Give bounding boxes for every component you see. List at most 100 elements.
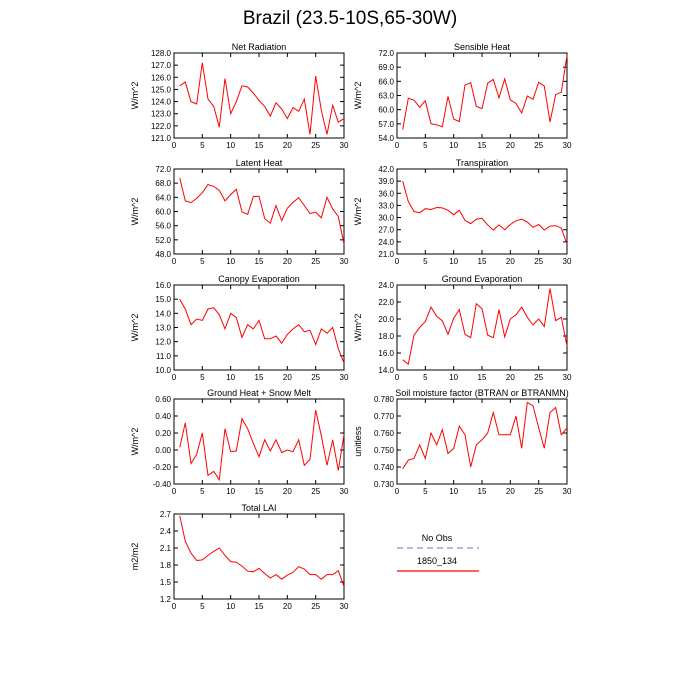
panel-6-ytick-label-5: 24.0 xyxy=(378,281,394,290)
panel-2-xtick-label-4: 20 xyxy=(506,141,515,150)
figure-title: Brazil (23.5-10S,65-30W) xyxy=(242,8,458,29)
panel-4-ytick-label-6: 39.0 xyxy=(378,177,394,186)
panel-6-frame xyxy=(396,284,568,371)
panel-1-xtick-label-1: 5 xyxy=(200,141,205,150)
panel-2-ytick-label-2: 60.0 xyxy=(378,106,394,115)
panel-7-xtick-label-3: 15 xyxy=(255,487,264,496)
panel-7-xtick-label-2: 10 xyxy=(226,487,235,496)
panel-2-xtick-label-2: 10 xyxy=(449,141,458,150)
panel-8-ytick-label-5: 0.780 xyxy=(374,395,395,404)
panel-6-ytick-label-4: 22.0 xyxy=(378,298,394,307)
panel-2-xtick-label-3: 15 xyxy=(478,141,487,150)
panel-6-ylabel: W/m^2 xyxy=(353,314,363,342)
panel-5-ytick-label-6: 16.0 xyxy=(155,281,171,290)
panel-8-ytick-label-3: 0.760 xyxy=(374,429,395,438)
panel-3-xtick-label-0: 0 xyxy=(172,257,177,266)
panel-7-ytick-label-2: 0.00 xyxy=(155,446,171,455)
panel-2-series-line-0 xyxy=(402,55,568,130)
panel-6-ytick-label-3: 20.0 xyxy=(378,315,394,324)
panel-4-ytick-label-4: 33.0 xyxy=(378,201,394,210)
panel-5-xtick-label-0: 0 xyxy=(172,373,177,382)
panel-2-xtick-label-0: 0 xyxy=(395,141,400,150)
panel-7-ytick-label-5: 0.60 xyxy=(155,395,171,404)
panel-2-xtick-label-6: 30 xyxy=(563,141,572,150)
panel-8-xtick-label-1: 5 xyxy=(423,487,428,496)
panel-1-ytick-label-7: 128.0 xyxy=(151,49,172,58)
panel-3-xtick-label-2: 10 xyxy=(226,257,235,266)
panel-5-xtick-label-6: 30 xyxy=(340,373,349,382)
panel-1-xtick-label-6: 30 xyxy=(340,141,349,150)
panel-5-xtick-label-1: 5 xyxy=(200,373,205,382)
panel-4-ytick-label-1: 24.0 xyxy=(378,238,394,247)
panel-4-series-line-0 xyxy=(402,180,568,245)
panel-2-ytick-label-0: 54.0 xyxy=(378,134,394,143)
panel-4-xtick-label-1: 5 xyxy=(423,257,428,266)
panel-9-xtick-label-1: 5 xyxy=(200,602,205,611)
panel-3-xtick-label-4: 20 xyxy=(283,257,292,266)
panel-4-xtick-label-6: 30 xyxy=(563,257,572,266)
panel-7-ylabel: W/m^2 xyxy=(130,428,140,456)
panel-7-ytick-label-4: 0.40 xyxy=(155,412,171,421)
legend-label-1: No Obs xyxy=(422,533,453,543)
panel-4-xtick-label-0: 0 xyxy=(395,257,400,266)
panel-7-xtick-label-5: 25 xyxy=(311,487,320,496)
panel-1-ytick-label-2: 123.0 xyxy=(151,110,172,119)
panel-9-ytick-label-2: 1.8 xyxy=(160,561,172,570)
panel-6-xtick-label-1: 5 xyxy=(423,373,428,382)
panel-1-series-line-0 xyxy=(179,62,345,135)
panel-5-series-line-0 xyxy=(179,298,345,364)
panel-8-xtick-label-3: 15 xyxy=(478,487,487,496)
panel-6-xtick-label-2: 10 xyxy=(449,373,458,382)
panel-7-ytick-label-3: 0.20 xyxy=(155,429,171,438)
panel-3-xtick-label-5: 25 xyxy=(311,257,320,266)
panel-4-xtick-label-4: 20 xyxy=(506,257,515,266)
panel-7-xtick-label-6: 30 xyxy=(340,487,349,496)
panel-9-ytick-label-3: 2.1 xyxy=(160,544,172,553)
panel-9-ytick-label-4: 2.4 xyxy=(160,527,172,536)
panel-9-title: Total LAI xyxy=(241,503,276,513)
panel-3-ytick-label-3: 60.0 xyxy=(155,208,171,217)
panel-8-title: Soil moisture factor (BTRAN or BTRANMN) xyxy=(395,388,569,398)
panel-1-xtick-label-4: 20 xyxy=(283,141,292,150)
panel-2-ytick-label-4: 66.0 xyxy=(378,77,394,86)
panel-7-xtick-label-4: 20 xyxy=(283,487,292,496)
panel-5-ytick-label-3: 13.0 xyxy=(155,324,171,333)
panel-7-frame xyxy=(173,398,345,485)
panel-2-ytick-label-5: 69.0 xyxy=(378,63,394,72)
panel-2-title: Sensible Heat xyxy=(454,42,511,52)
panel-3-xtick-label-6: 30 xyxy=(340,257,349,266)
panel-9-xtick-label-5: 25 xyxy=(311,602,320,611)
panel-1-ytick-label-4: 125.0 xyxy=(151,85,172,94)
panel-5-ytick-label-1: 11.0 xyxy=(156,352,172,361)
panel-1-ytick-label-5: 126.0 xyxy=(151,73,172,82)
panel-6-xtick-label-3: 15 xyxy=(478,373,487,382)
panel-1-xtick-label-0: 0 xyxy=(172,141,177,150)
panel-5-xtick-label-2: 10 xyxy=(226,373,235,382)
panel-5-xtick-label-3: 15 xyxy=(255,373,264,382)
panel-7-series-line-0 xyxy=(179,409,345,482)
panel-9-xtick-label-6: 30 xyxy=(340,602,349,611)
panel-4-xtick-label-3: 15 xyxy=(478,257,487,266)
panel-9-ytick-label-0: 1.2 xyxy=(160,595,172,604)
panel-2-ytick-label-3: 63.0 xyxy=(378,92,394,101)
panel-1-ytick-label-6: 127.0 xyxy=(151,61,172,70)
panel-8-xtick-label-5: 25 xyxy=(534,487,543,496)
panel-1-ylabel: W/m^2 xyxy=(130,82,140,110)
panel-2-frame xyxy=(396,52,568,139)
panel-4-frame xyxy=(396,168,568,255)
panel-7-title: Ground Heat + Snow Melt xyxy=(207,388,311,398)
panel-7-xtick-label-0: 0 xyxy=(172,487,177,496)
panel-4-ytick-label-0: 21.0 xyxy=(378,250,394,259)
panel-5-xtick-label-4: 20 xyxy=(283,373,292,382)
panel-8-ytick-label-4: 0.770 xyxy=(374,412,395,421)
panel-7-xtick-label-1: 5 xyxy=(200,487,205,496)
panel-6-xtick-label-5: 25 xyxy=(534,373,543,382)
panel-3-title: Latent Heat xyxy=(236,158,283,168)
panel-8-series-line-0 xyxy=(402,401,568,469)
panel-6-xtick-label-4: 20 xyxy=(506,373,515,382)
panel-5-title: Canopy Evaporation xyxy=(218,274,300,284)
panel-1-xtick-label-5: 25 xyxy=(311,141,320,150)
panel-8-xtick-label-4: 20 xyxy=(506,487,515,496)
panel-2-xtick-label-5: 25 xyxy=(534,141,543,150)
